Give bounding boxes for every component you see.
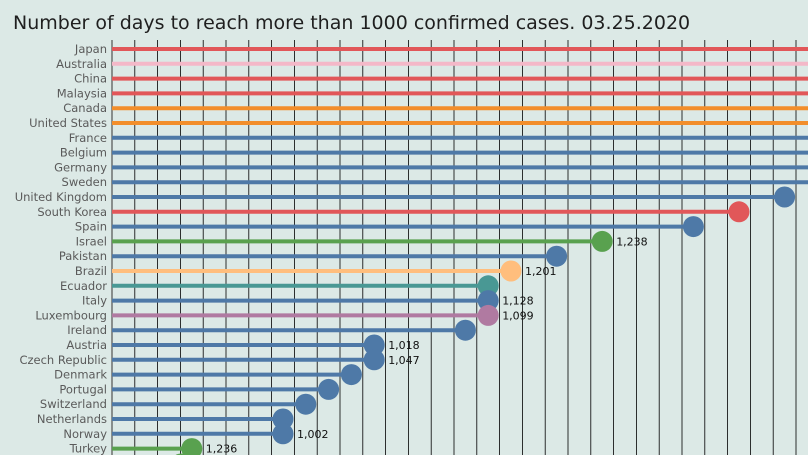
- category-label: Pakistan: [59, 249, 107, 263]
- lollipop-dot: [591, 230, 613, 252]
- category-label: Ecuador: [60, 279, 107, 293]
- category-label: Australia: [56, 57, 107, 71]
- category-label: Luxembourg: [35, 308, 107, 322]
- category-label: Austria: [66, 338, 107, 352]
- category-label: Canada: [63, 101, 107, 115]
- category-label: United Kingdom: [15, 190, 107, 204]
- lollipop-dot: [272, 423, 294, 445]
- category-label: Japan: [74, 42, 107, 56]
- chart-title: Number of days to reach more than 1000 c…: [13, 12, 691, 34]
- category-label: Denmark: [54, 368, 107, 382]
- category-label: France: [69, 131, 107, 145]
- lollipop-dot: [728, 201, 750, 223]
- category-label: Switzerland: [40, 397, 107, 411]
- lollipop-dot: [682, 216, 704, 238]
- category-label: Spain: [75, 220, 107, 234]
- category-label: Belgium: [60, 146, 107, 160]
- lollipop-dot: [340, 364, 362, 386]
- category-label: Germany: [54, 160, 107, 174]
- lollipop-dots: [175, 186, 796, 455]
- lollipop-dot: [318, 378, 340, 400]
- lollipop-dot: [477, 290, 499, 312]
- lollipop-dot: [454, 319, 476, 341]
- lollipop-dot: [363, 349, 385, 371]
- category-label: Norway: [63, 427, 107, 441]
- lollipop-dot: [477, 275, 499, 297]
- category-label: Italy: [82, 294, 107, 308]
- category-label: Portugal: [59, 382, 107, 396]
- data-label: 1,099: [502, 309, 534, 322]
- category-label: Czech Republic: [19, 353, 107, 367]
- category-label: Israel: [76, 234, 107, 248]
- category-label: China: [74, 72, 107, 86]
- data-label: 1,128: [502, 295, 534, 308]
- category-label: South Korea: [37, 205, 107, 219]
- category-labels: JapanAustraliaChinaMalaysiaCanadaUnited …: [15, 42, 108, 455]
- lollipop-dot: [477, 304, 499, 326]
- lollipop-dot: [181, 438, 203, 455]
- data-label: 1,047: [388, 354, 420, 367]
- lollipop-dot: [774, 186, 796, 208]
- category-label: United States: [29, 116, 107, 130]
- lollipop-dot: [295, 393, 317, 415]
- category-label: Sweden: [62, 175, 107, 189]
- lollipop-dot: [363, 334, 385, 356]
- grid-lines: [111, 40, 797, 455]
- lollipop-dot: [272, 408, 294, 430]
- lollipop-dot: [546, 245, 568, 267]
- data-label: 1,002: [297, 428, 329, 441]
- lollipop-dot: [500, 260, 522, 282]
- category-label: Netherlands: [37, 412, 107, 426]
- data-label: 1,238: [616, 235, 648, 248]
- category-label: Ireland: [67, 323, 107, 337]
- data-label: 1,201: [525, 265, 557, 278]
- lollipop-stems: [112, 47, 808, 451]
- data-label: 1,236: [206, 443, 238, 455]
- category-label: Turkey: [69, 442, 108, 455]
- category-label: Malaysia: [57, 86, 107, 100]
- data-label: 1,018: [388, 339, 420, 352]
- category-label: Brazil: [75, 264, 107, 278]
